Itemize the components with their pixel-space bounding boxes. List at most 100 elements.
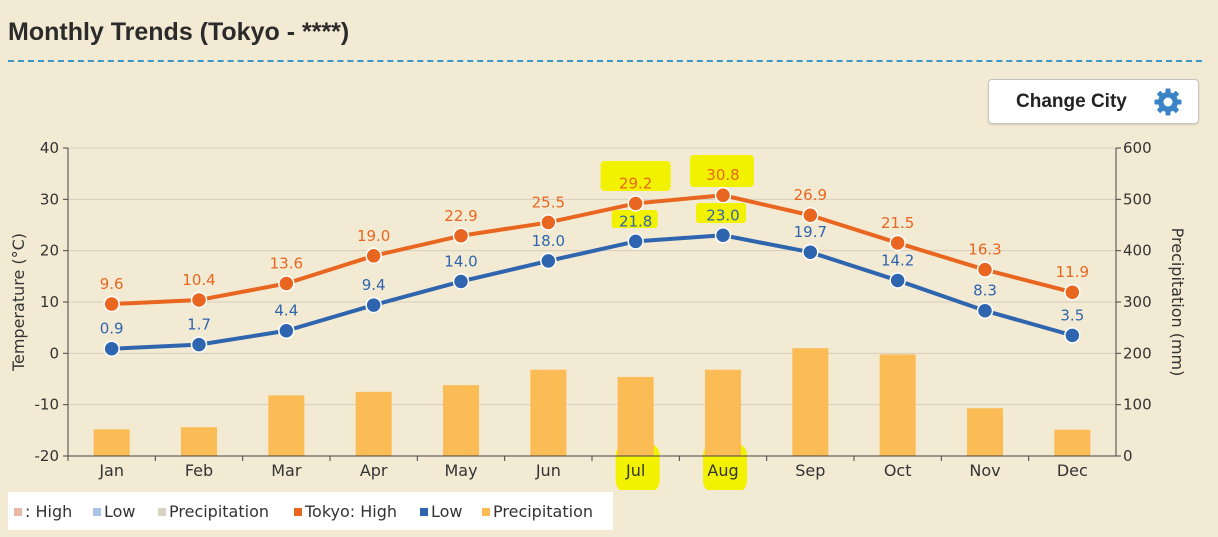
high-temp-point [714, 186, 732, 204]
precipitation-bar [530, 369, 567, 456]
page-title: Monthly Trends (Tokyo - ****) [8, 18, 350, 46]
high-temp-point [976, 261, 994, 278]
chart-legend: : High Low Precipitation Tokyo: High Low… [8, 492, 613, 530]
low-temp-point [103, 340, 120, 357]
low-temp-label: 9.4 [362, 276, 386, 294]
low-temp-label: 19.7 [794, 223, 827, 241]
high-temp-point [540, 214, 557, 231]
low-temp-label: 18.0 [532, 232, 565, 250]
legend-item-faded-low[interactable]: Low [93, 502, 136, 521]
highlight-mark [600, 161, 671, 191]
high-temp-point [278, 275, 295, 292]
high-temp-label: 30.8 [706, 166, 739, 184]
legend-label: : High [25, 502, 73, 521]
high-temp-point [365, 247, 382, 265]
gear-icon [1154, 88, 1182, 116]
precipitation-bar [93, 429, 130, 456]
low-temp-point [802, 243, 819, 261]
low-temp-point [714, 227, 732, 244]
x-tick-label: Nov [969, 461, 1000, 480]
legend-label: Precipitation [169, 502, 270, 521]
legend-item-tokyo-precip[interactable]: Precipitation [482, 502, 593, 521]
low-temp-point [278, 322, 295, 339]
highlight-mark [690, 155, 754, 187]
x-tick-label: Mar [271, 461, 302, 480]
high-temp-point [103, 295, 120, 313]
low-temp-label: 8.3 [973, 282, 997, 300]
x-tick-label: Jun [535, 461, 561, 480]
high-temp-point [452, 227, 470, 245]
legend-item-faded-high[interactable]: : High [14, 502, 72, 521]
legend-swatch [158, 508, 166, 516]
high-temp-label: 19.0 [357, 227, 390, 245]
high-temp-label: 9.6 [100, 275, 124, 293]
highlight-mark [611, 210, 658, 228]
legend-item-tokyo-low[interactable]: Low [420, 502, 463, 521]
high-temp-point [802, 206, 819, 224]
precipitation-bar [967, 408, 1003, 456]
y2-tick-label: 200 [1123, 344, 1152, 362]
legend-label: Low [104, 502, 136, 521]
high-temp-label: 11.9 [1056, 263, 1089, 281]
low-temp-label: 0.9 [100, 320, 124, 338]
low-temp-point [365, 296, 382, 314]
high-temp-label: 26.9 [794, 186, 827, 204]
high-temp-line [111, 193, 1073, 307]
high-temp-label: 21.5 [881, 214, 914, 232]
legend-item-tokyo-high[interactable]: Tokyo: High [294, 502, 397, 521]
y-tick-label: 20 [40, 242, 59, 260]
y-tick-label: -20 [35, 447, 60, 465]
low-temp-label: 14.0 [444, 252, 477, 270]
low-temp-point [1064, 327, 1081, 344]
y2-tick-label: 0 [1123, 447, 1133, 465]
x-tick-label: Dec [1057, 461, 1088, 480]
low-temp-point [976, 302, 994, 319]
x-tick-label: Apr [360, 461, 388, 480]
legend-swatch [14, 508, 22, 516]
precipitation-bar [355, 391, 392, 456]
high-temp-point [627, 195, 644, 212]
low-temp-label: 3.5 [1060, 306, 1084, 324]
y2-axis-title: Precipitation (mm) [1168, 228, 1187, 377]
y-tick-label: 0 [49, 344, 59, 362]
high-temp-label: 10.4 [182, 271, 215, 289]
x-tick-label: Sep [795, 461, 825, 480]
precipitation-bar [617, 376, 654, 456]
low-temp-point [452, 273, 470, 290]
legend-swatch [482, 508, 490, 516]
highlight-mark [696, 203, 746, 223]
high-temp-point [889, 234, 906, 252]
y-tick-label: 30 [40, 190, 59, 208]
precipitation-bar [268, 395, 305, 456]
low-temp-label: 23.0 [706, 206, 739, 224]
x-tick-label: Oct [884, 461, 912, 480]
low-temp-point [889, 272, 906, 289]
y-axis-title: Temperature (°C) [9, 233, 28, 372]
precipitation-bar [1054, 429, 1091, 456]
y2-tick-label: 600 [1123, 139, 1152, 157]
low-temp-point [627, 233, 644, 250]
x-tick-label: Aug [707, 461, 738, 480]
high-temp-label: 16.3 [968, 241, 1001, 259]
low-temp-point [540, 252, 557, 270]
low-temp-line [111, 233, 1073, 351]
low-temp-label: 4.4 [274, 302, 298, 320]
high-temp-point [1064, 283, 1081, 301]
precipitation-bar [792, 348, 829, 456]
low-temp-label: 21.8 [619, 212, 652, 230]
high-temp-label: 13.6 [270, 255, 303, 273]
legend-label: Low [431, 502, 463, 521]
y-tick-label: 40 [40, 139, 59, 157]
title-divider [8, 60, 1202, 62]
precipitation-bar [705, 369, 741, 456]
legend-label: Tokyo: High [305, 502, 398, 521]
high-temp-label: 22.9 [444, 207, 477, 225]
legend-swatch [93, 508, 101, 516]
change-city-button[interactable]: Change City [988, 79, 1199, 124]
y2-tick-label: 100 [1123, 396, 1152, 414]
x-tick-label: Feb [185, 461, 213, 480]
y2-tick-label: 500 [1123, 190, 1152, 208]
legend-item-faded-precip[interactable]: Precipitation [158, 502, 269, 521]
y2-tick-label: 400 [1123, 242, 1152, 260]
